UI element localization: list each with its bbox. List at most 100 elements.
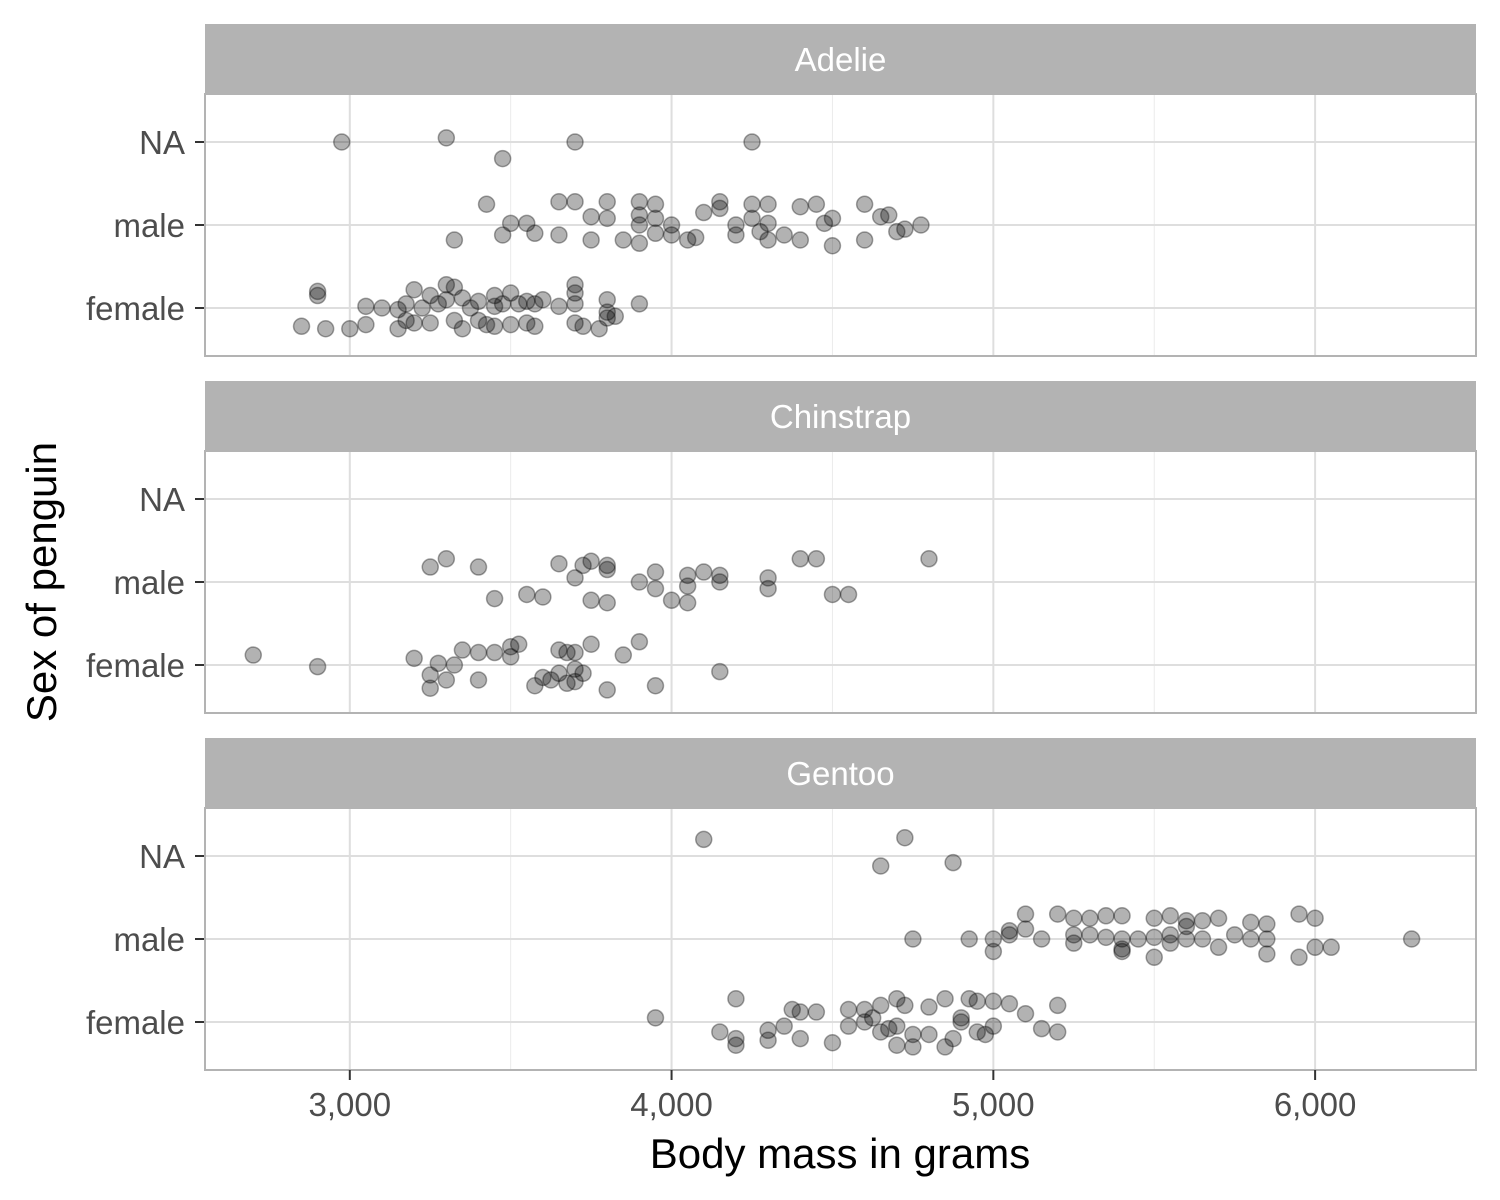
data-point	[646, 563, 665, 581]
data-point	[920, 998, 938, 1016]
data-point	[421, 286, 439, 305]
data-point	[485, 286, 504, 305]
data-point	[1032, 930, 1051, 948]
panel-border	[204, 807, 1477, 1071]
data-point	[566, 295, 584, 313]
data-point	[469, 671, 488, 689]
x-tick-label: 5,000	[952, 1086, 1035, 1123]
data-point	[566, 133, 584, 151]
data-point	[357, 297, 375, 316]
facet-label: Adelie	[795, 41, 887, 78]
panel-chinstrap: Chinstrap female male NA	[86, 381, 1477, 714]
data-point	[397, 311, 415, 330]
data-point	[397, 295, 415, 313]
data-point	[888, 990, 906, 1008]
data-point	[1402, 930, 1421, 948]
data-point	[341, 320, 359, 338]
data-point	[485, 317, 504, 336]
data-point	[421, 679, 439, 697]
data-point	[1209, 938, 1228, 957]
points	[292, 129, 930, 338]
data-point	[292, 317, 311, 336]
data-point	[1161, 907, 1180, 925]
data-point	[662, 226, 681, 244]
data-point	[501, 284, 520, 302]
data-point	[598, 560, 616, 579]
x-tick-label: 6,000	[1274, 1086, 1357, 1123]
data-point	[1161, 934, 1180, 952]
data-point	[888, 1017, 906, 1035]
data-point	[598, 309, 616, 327]
data-point	[413, 299, 431, 317]
data-point	[984, 942, 1003, 961]
data-point	[775, 226, 793, 244]
data-point	[1290, 948, 1308, 967]
data-point	[574, 664, 592, 683]
data-point	[501, 214, 520, 233]
data-point	[727, 1036, 745, 1054]
data-point	[863, 1009, 882, 1027]
data-point	[493, 295, 512, 313]
data-point	[453, 289, 472, 307]
data-point	[461, 299, 480, 317]
data-point	[1306, 909, 1324, 927]
data-point	[904, 930, 922, 948]
panel-gentoo: Gentoo female male NA	[86, 738, 1477, 1071]
data-point	[839, 1017, 858, 1035]
data-point	[968, 992, 987, 1010]
data-point	[574, 556, 592, 575]
data-point	[614, 646, 633, 664]
data-point	[630, 216, 649, 234]
data-point	[743, 209, 761, 228]
data-point	[944, 853, 962, 872]
data-point	[445, 231, 464, 249]
data-point	[1113, 930, 1131, 948]
data-point	[904, 1038, 922, 1056]
data-point	[896, 996, 914, 1015]
data-point	[437, 671, 456, 689]
data-point	[759, 1021, 777, 1040]
x-axis-title: Body mass in grams	[650, 1130, 1030, 1177]
data-point	[646, 224, 665, 243]
data-point	[759, 569, 777, 587]
data-point	[1113, 940, 1131, 958]
data-point	[1065, 909, 1083, 927]
data-point	[606, 307, 625, 326]
data-point	[526, 317, 544, 336]
data-point	[598, 290, 616, 309]
data-point	[1177, 930, 1196, 948]
data-point	[437, 276, 456, 294]
points	[646, 828, 1421, 1056]
data-point	[880, 206, 898, 224]
data-point	[896, 828, 914, 847]
data-point	[308, 657, 327, 676]
data-point	[1065, 926, 1083, 944]
data-point	[1000, 921, 1019, 940]
data-point	[952, 1009, 970, 1027]
data-point	[453, 641, 472, 659]
data-point	[944, 1029, 962, 1048]
data-point	[855, 231, 874, 249]
data-point	[582, 635, 600, 653]
data-point	[896, 220, 914, 238]
data-point	[445, 278, 464, 296]
data-point	[1113, 942, 1131, 961]
data-point	[582, 591, 600, 610]
data-point	[743, 195, 761, 213]
data-point	[1258, 915, 1276, 933]
data-point	[984, 930, 1003, 948]
x-axis: 3,000 4,000 5,000 6,000	[309, 1070, 1357, 1123]
data-point	[759, 1031, 777, 1050]
data-point	[807, 550, 826, 568]
data-point	[1322, 938, 1340, 957]
data-point	[566, 672, 584, 691]
data-point	[694, 830, 713, 849]
data-point	[1258, 930, 1276, 948]
data-point	[550, 226, 568, 244]
y-tick-label: female	[86, 1004, 185, 1041]
data-point	[469, 292, 488, 311]
data-point	[1242, 930, 1260, 948]
y-tick-label: male	[113, 921, 185, 958]
facet-strip	[205, 24, 1476, 94]
data-point	[1081, 926, 1099, 944]
